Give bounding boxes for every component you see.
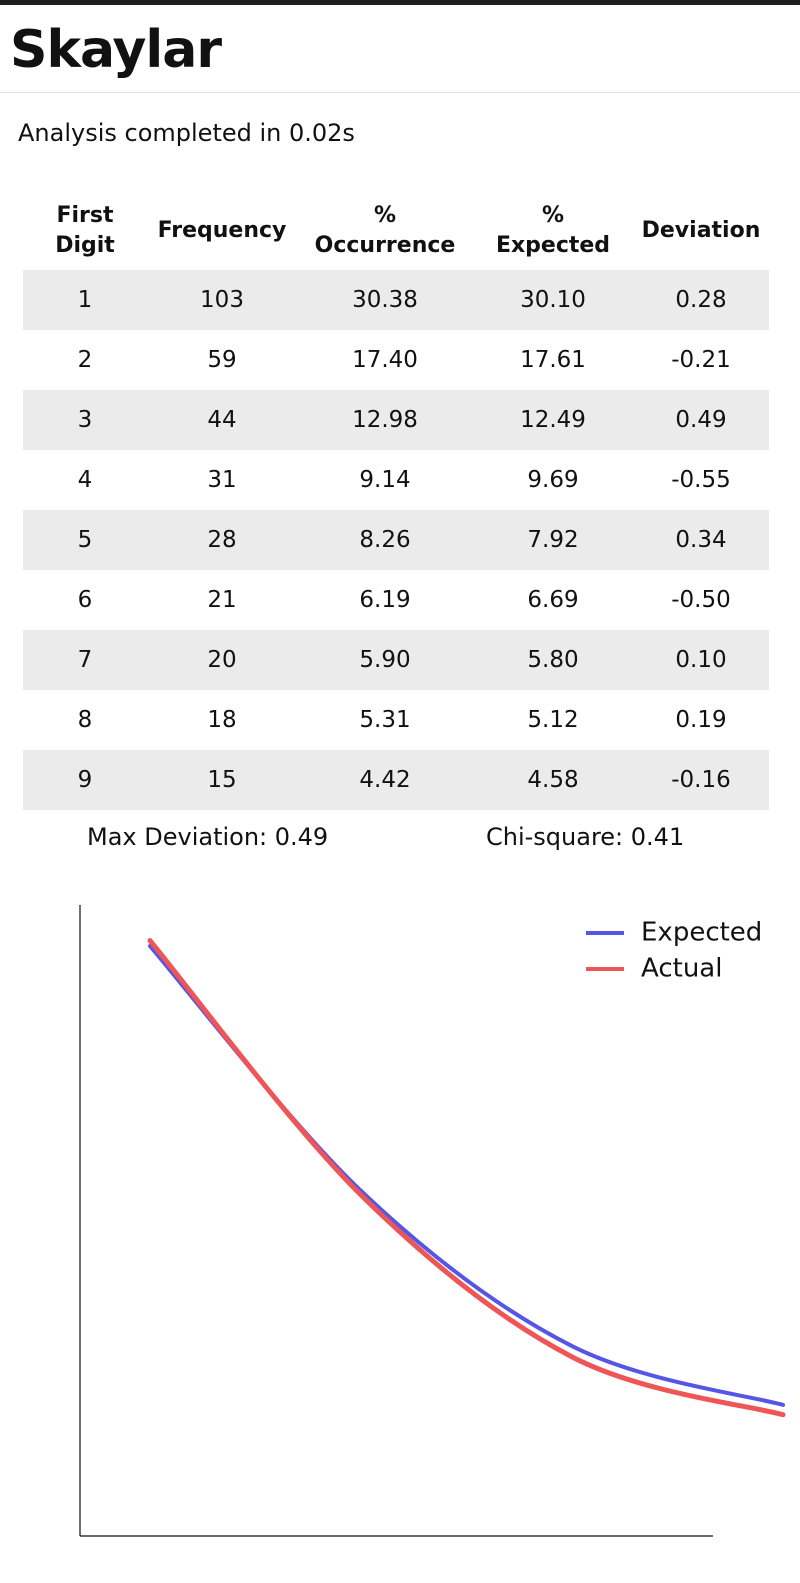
cell-frequency: 28 [147, 510, 297, 570]
cell-expected: 5.80 [473, 630, 633, 690]
cell-expected: 17.61 [520, 347, 586, 373]
cell-digit: 8 [77, 707, 93, 733]
cell-frequency: 59 [207, 347, 237, 373]
header-first-digit: First Digit [55, 203, 115, 258]
cell-occurrence: 5.90 [297, 630, 473, 690]
max-deviation-stat: Max Deviation: 0.49 [87, 823, 329, 851]
cell-digit: 2 [77, 347, 93, 373]
cell-frequency: 44 [147, 390, 297, 450]
cell-deviation: -0.16 [633, 750, 769, 810]
app-header: Skaylar [0, 5, 800, 93]
cell-digit: 3 [23, 390, 147, 450]
table-row: 7 20 5.90 5.80 0.10 [23, 630, 769, 690]
cell-digit: 6 [77, 587, 93, 613]
cell-frequency: 15 [147, 750, 297, 810]
analysis-status-text: Analysis completed in 0.02s [18, 119, 355, 147]
cell-digit: 1 [23, 270, 147, 330]
cell-occurrence: 12.98 [297, 390, 473, 450]
chart-series-group [147, 938, 786, 1418]
cell-digit: 4 [77, 467, 93, 493]
table-row: 1 103 30.38 30.10 0.28 [23, 270, 769, 330]
header-frequency: Frequency [157, 218, 287, 243]
cell-occurrence: 30.38 [297, 270, 473, 330]
app-title: Skaylar [10, 20, 222, 80]
header-deviation: Deviation [641, 218, 761, 243]
legend-label-actual: Actual [641, 954, 722, 984]
table-row: 8 18 5.31 5.12 0.19 [23, 690, 769, 750]
header-percent-expected: % Expected [495, 203, 611, 258]
cell-occurrence: 8.26 [297, 510, 473, 570]
series-line-expected [148, 944, 785, 1407]
chi-square-stat: Chi-square: 0.41 [486, 823, 685, 851]
header-percent-occurrence: % Occurrence [314, 203, 456, 258]
cell-deviation: 0.34 [633, 510, 769, 570]
cell-expected: 7.92 [473, 510, 633, 570]
table-row: 5 28 8.26 7.92 0.34 [23, 510, 769, 570]
cell-deviation: -0.55 [671, 467, 731, 493]
cell-expected: 6.69 [527, 587, 579, 613]
cell-deviation: 0.49 [633, 390, 769, 450]
cell-occurrence: 5.31 [359, 707, 411, 733]
table-header: First Digit Frequency % Occurrence % Expect… [23, 192, 769, 270]
cell-expected: 9.69 [527, 467, 579, 493]
table-header-row: First Digit Frequency % Occurrence % Expect… [23, 192, 769, 270]
cell-deviation: -0.21 [671, 347, 731, 373]
cell-digit: 9 [23, 750, 147, 810]
cell-occurrence: 6.19 [359, 587, 411, 613]
cell-deviation: -0.50 [671, 587, 731, 613]
cell-frequency: 21 [207, 587, 237, 613]
table-body: 1 103 30.38 30.10 0.28 2 59 17.40 17.61 -0.21 3 44 1… [23, 270, 769, 810]
cell-frequency: 18 [207, 707, 237, 733]
table-row: 6 21 6.19 6.69 -0.50 [23, 570, 769, 630]
benford-line-chart: Expected Actual [79, 905, 786, 1537]
benford-results-table: First Digit Frequency % Occurrence % Expect… [23, 192, 769, 810]
table-row: 9 15 4.42 4.58 -0.16 [23, 750, 769, 810]
legend-label-expected: Expected [641, 918, 762, 948]
cell-expected: 12.49 [473, 390, 633, 450]
cell-occurrence: 9.14 [359, 467, 411, 493]
cell-occurrence: 17.40 [352, 347, 418, 373]
cell-expected: 4.58 [473, 750, 633, 810]
cell-digit: 7 [23, 630, 147, 690]
cell-frequency: 31 [207, 467, 237, 493]
cell-frequency: 20 [147, 630, 297, 690]
cell-expected: 5.12 [527, 707, 579, 733]
table-row: 4 31 9.14 9.69 -0.55 [23, 450, 769, 510]
chart-legend: Expected Actual [586, 918, 762, 984]
cell-deviation: 0.10 [633, 630, 769, 690]
cell-deviation: 0.28 [633, 270, 769, 330]
cell-occurrence: 4.42 [297, 750, 473, 810]
table-row: 2 59 17.40 17.61 -0.21 [23, 330, 769, 390]
window-top-strip [0, 0, 800, 5]
cell-frequency: 103 [147, 270, 297, 330]
cell-deviation: 0.19 [675, 707, 727, 733]
cell-expected: 30.10 [473, 270, 633, 330]
cell-digit: 5 [23, 510, 147, 570]
table-row: 3 44 12.98 12.49 0.49 [23, 390, 769, 450]
series-line-actual [147, 938, 786, 1418]
